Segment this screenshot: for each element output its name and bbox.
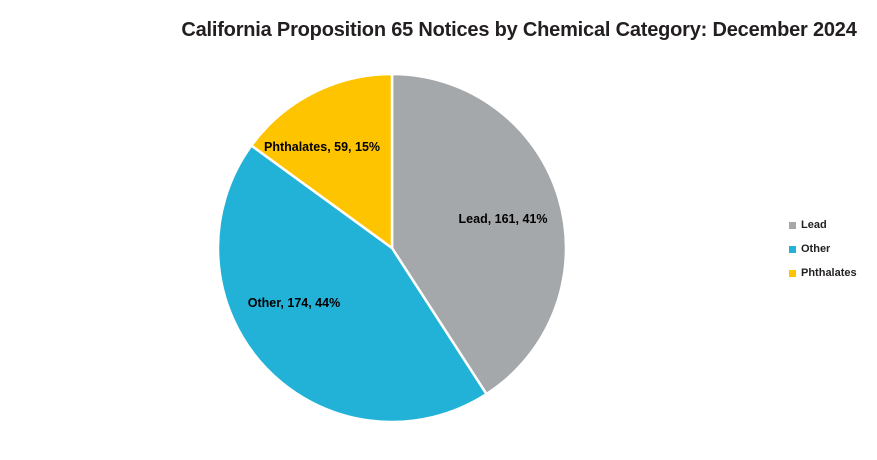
slice-label-other: Other, 174, 44% [247,296,341,310]
pie-slice-other [216,144,488,424]
legend-item-phthalates: Phthalates [789,261,857,285]
slice-label-lead: Lead, 161, 41% [458,212,548,226]
legend-item-lead: Lead [789,213,857,237]
legend-label: Lead [801,219,827,231]
legend-swatch-icon [789,245,796,253]
legend-label: Other [801,243,831,255]
legend-swatch-icon [789,221,796,229]
legend-label: Phthalates [801,267,857,279]
legend: Lead Other Phthalates [789,213,857,285]
slice-label-phthalates: Phthalates, 59, 15% [263,140,381,154]
legend-item-other: Other [789,237,857,261]
pie-slice-phthalates [250,72,394,250]
legend-swatch-icon [789,269,796,277]
chart-title: California Proposition 65 Notices by Che… [181,19,857,41]
